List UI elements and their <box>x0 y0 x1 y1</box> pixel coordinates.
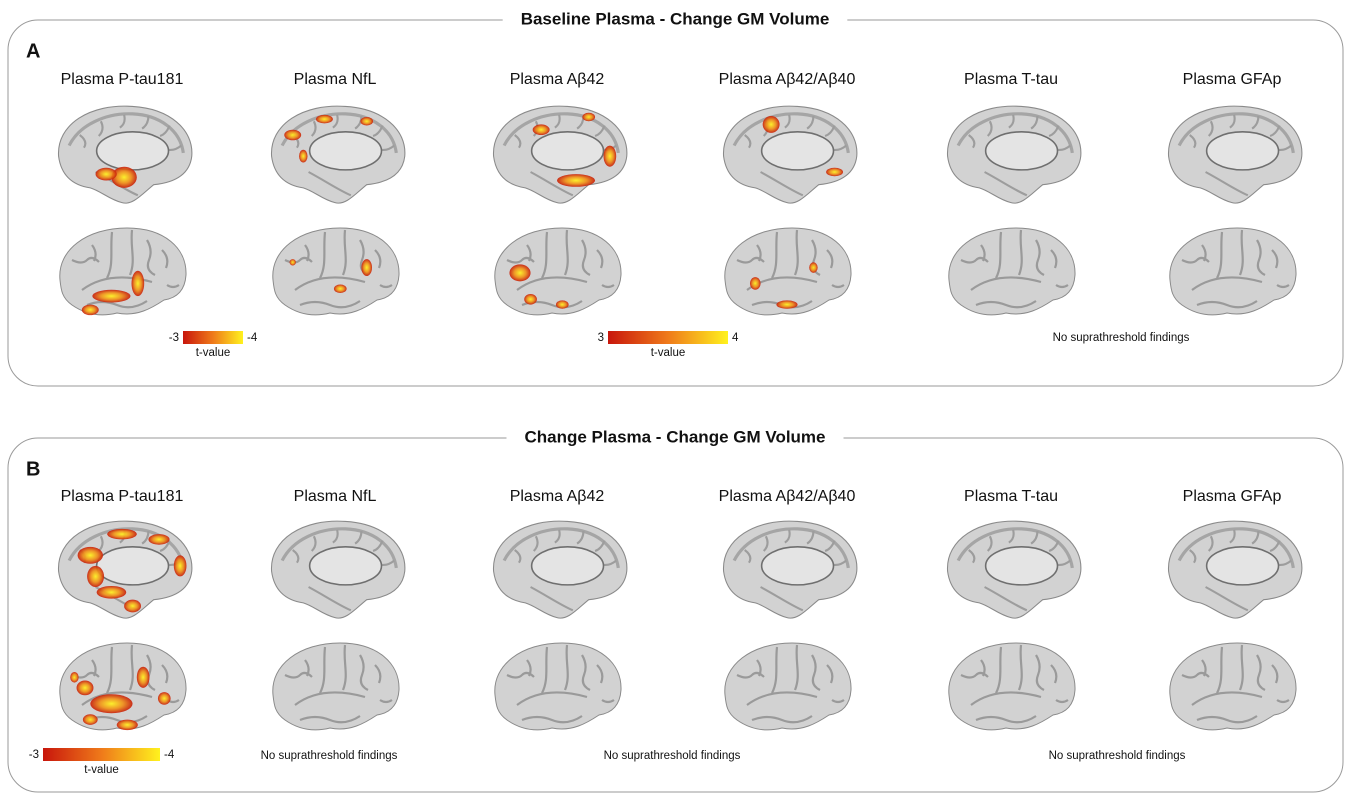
colorbar-label: t-value <box>196 347 231 359</box>
activation <box>96 585 127 599</box>
colorbar-label: t-value <box>651 347 686 359</box>
activation <box>90 694 133 714</box>
column-label: Plasma P-tau181 <box>61 488 184 505</box>
brain-lateral <box>947 641 1077 732</box>
colorbar-label: t-value <box>84 764 119 776</box>
brain-medial <box>721 519 859 620</box>
brain-medial <box>1166 519 1304 620</box>
activation <box>82 714 98 725</box>
colorbar-max: -4 <box>164 749 175 761</box>
brain-medial <box>269 519 407 620</box>
panel-letter: B <box>26 458 40 480</box>
title-background <box>506 427 844 447</box>
activation <box>762 115 780 133</box>
activation <box>95 167 117 181</box>
activation <box>284 129 302 141</box>
column-label: Plasma NfL <box>294 488 377 505</box>
activation <box>555 300 569 309</box>
activation <box>116 719 138 731</box>
column-label: Plasma Aβ42 <box>510 488 605 505</box>
brain-medial <box>491 519 629 620</box>
colorbar-max: 4 <box>732 332 739 344</box>
column-label: Plasma Aβ42/Aβ40 <box>719 488 856 505</box>
activation <box>776 300 798 309</box>
activation <box>87 565 105 588</box>
activation <box>81 304 99 316</box>
activation <box>826 167 844 177</box>
brain-medial <box>945 104 1083 205</box>
activation <box>750 277 761 290</box>
note: No suprathreshold findings <box>261 750 398 762</box>
activation <box>157 692 171 705</box>
panel-letter: A <box>26 40 40 62</box>
panel: Baseline Plasma - Change GM Volume A Plasm… <box>7 9 1344 387</box>
brain-lateral <box>723 641 853 732</box>
column-label: Plasma NfL <box>294 71 377 88</box>
brain-lateral <box>1168 641 1298 732</box>
activation <box>76 680 94 696</box>
title-background <box>502 9 848 29</box>
activation <box>603 145 617 167</box>
activation <box>361 259 373 277</box>
activation <box>360 117 374 126</box>
activation <box>111 166 137 188</box>
activation <box>557 174 596 187</box>
note: No suprathreshold findings <box>604 750 741 762</box>
colorbar-min: 3 <box>598 332 604 344</box>
activation <box>809 262 818 273</box>
activation <box>315 114 333 124</box>
activation <box>107 528 137 540</box>
column-label: Plasma GFAp <box>1183 488 1282 505</box>
colorbar-max: -4 <box>247 332 258 344</box>
brain-lateral <box>271 641 401 732</box>
activation <box>92 289 131 303</box>
column-label: Plasma Aβ42 <box>510 71 605 88</box>
brain-medial <box>1166 104 1304 205</box>
column-label: Plasma T-tau <box>964 71 1058 88</box>
activation <box>524 294 537 305</box>
activation <box>299 149 308 163</box>
note: No suprathreshold findings <box>1053 332 1190 344</box>
brain-lateral <box>1168 226 1298 317</box>
activation <box>333 284 347 293</box>
activation <box>70 672 79 683</box>
activation <box>131 270 145 297</box>
panel-title: Change Plasma - Change GM Volume <box>524 427 825 446</box>
colorbar <box>608 331 728 344</box>
brain-medial <box>56 104 194 205</box>
column-label: Plasma T-tau <box>964 488 1058 505</box>
activation <box>289 259 296 266</box>
activation <box>532 124 550 135</box>
brain-lateral <box>493 641 623 732</box>
brain-medial <box>269 104 407 205</box>
activation <box>136 666 150 688</box>
colorbar-min: -3 <box>29 749 39 761</box>
activation <box>148 534 170 545</box>
activation <box>582 112 596 122</box>
activation <box>509 264 531 282</box>
activation <box>124 599 142 613</box>
column-label: Plasma Aβ42/Aβ40 <box>719 71 856 88</box>
colorbar-min: -3 <box>169 332 179 344</box>
panel-frame <box>7 437 1344 793</box>
activation <box>173 555 187 577</box>
brain-medial <box>721 104 859 205</box>
colorbar <box>183 331 243 344</box>
brain-lateral <box>947 226 1077 317</box>
note: No suprathreshold findings <box>1049 750 1186 762</box>
column-label: Plasma P-tau181 <box>61 71 184 88</box>
column-label: Plasma GFAp <box>1183 71 1282 88</box>
panel: Change Plasma - Change GM Volume B Plasma … <box>7 427 1344 793</box>
colorbar <box>43 748 160 761</box>
activation <box>77 546 103 564</box>
panel-title: Baseline Plasma - Change GM Volume <box>521 9 830 28</box>
brain-lateral <box>58 226 188 317</box>
brain-medial <box>945 519 1083 620</box>
brain-lateral <box>271 226 401 317</box>
